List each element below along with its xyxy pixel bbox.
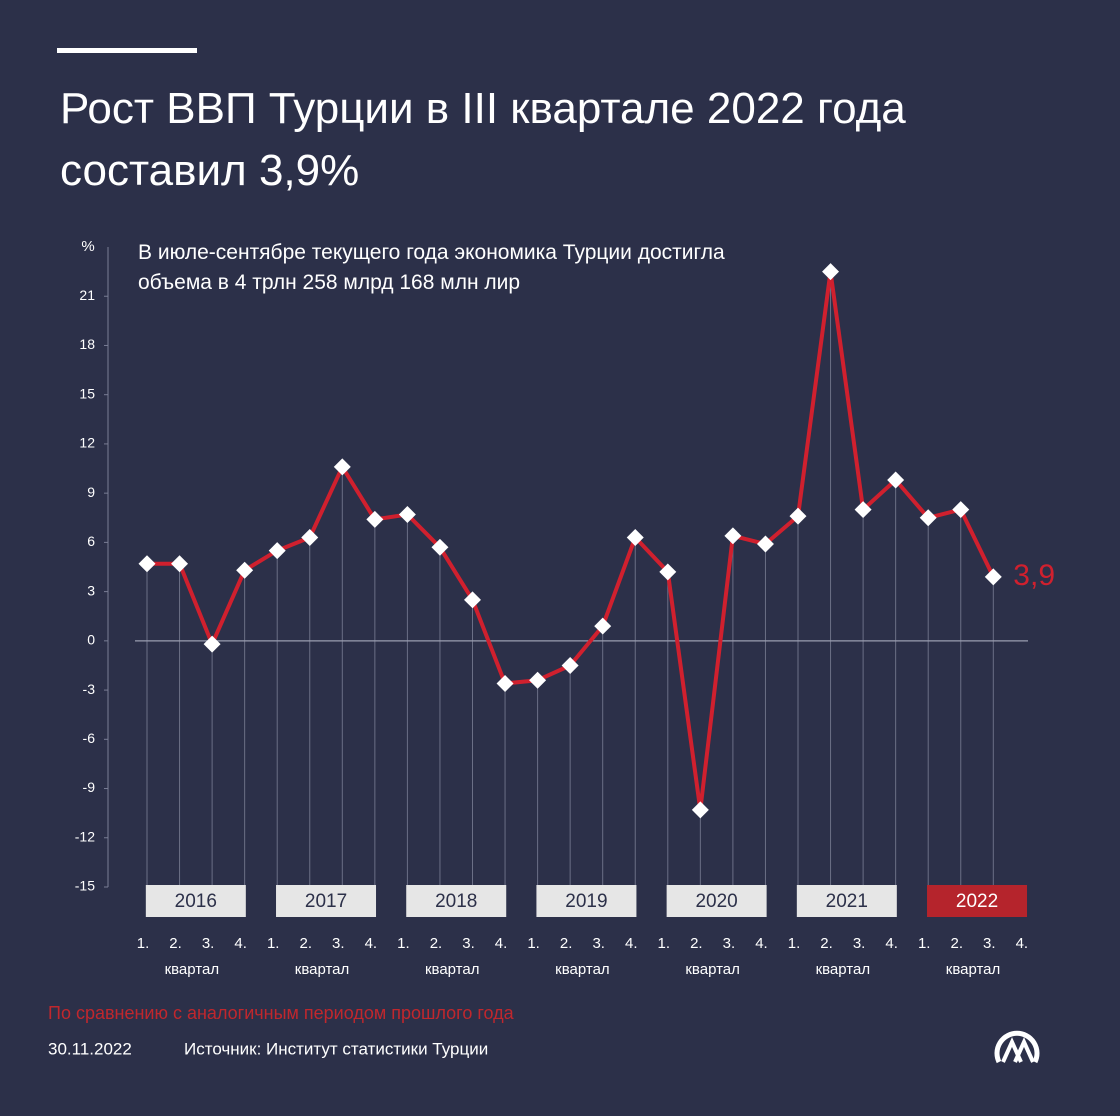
year-label: 2021: [826, 891, 868, 912]
quarter-label: 2.: [299, 935, 312, 952]
chart-subtitle: В июле-сентябре текущего года экономика …: [138, 241, 725, 294]
quarter-label: 3.: [592, 935, 605, 952]
point-marker: [398, 506, 416, 523]
quarter-label: 2.: [950, 935, 963, 952]
point-marker: [952, 501, 970, 519]
logo: [994, 1030, 1040, 1064]
year-box: [666, 885, 767, 917]
quarter-label: 4.: [755, 935, 768, 952]
quarter-word: квартал: [946, 961, 1001, 978]
quarter-label: 2.: [820, 935, 833, 952]
quarter-label: 3.: [983, 935, 996, 952]
year-label: 2022: [956, 891, 998, 912]
quarter-label: 3.: [202, 935, 215, 952]
y-tick-label: -12: [75, 828, 95, 844]
source: Источник: Институт статистики Турции: [184, 1039, 488, 1058]
year-label: 2016: [175, 891, 217, 912]
point-marker: [464, 591, 481, 609]
quarter-word: квартал: [685, 961, 740, 978]
year-label: 2018: [435, 891, 477, 912]
quarter-label: 1.: [918, 935, 931, 952]
quarter-label: 1.: [267, 935, 280, 952]
date: 30.11.2022: [48, 1039, 132, 1058]
y-tick-label: 18: [79, 336, 95, 352]
quarter-label: 2.: [560, 935, 573, 952]
quarter-label: 4.: [365, 935, 378, 952]
quarter-word: квартал: [165, 961, 220, 978]
quarter-label: 2.: [430, 935, 443, 952]
quarter-label: 1.: [137, 935, 150, 952]
point-marker: [854, 501, 872, 519]
quarter-word: квартал: [295, 961, 350, 978]
y-tick-label: 15: [79, 385, 95, 401]
point-marker: [756, 535, 774, 553]
y-unit: %: [81, 238, 94, 255]
point-marker: [594, 617, 612, 635]
quarter-label: 3.: [462, 935, 475, 952]
point-marker: [138, 555, 156, 573]
quarter-label: 2.: [690, 935, 703, 952]
quarter-label: 4.: [495, 935, 508, 952]
y-tick-label: -3: [83, 681, 96, 697]
quarter-label: 1.: [397, 935, 410, 952]
quarter-word: квартал: [555, 961, 610, 978]
y-tick-label: 21: [79, 287, 95, 303]
point-marker: [919, 509, 937, 527]
year-box: [536, 885, 637, 917]
quarter-label: 1.: [658, 935, 671, 952]
point-marker: [887, 471, 905, 489]
point-marker: [203, 635, 221, 653]
footnote: По сравнению с аналогичным периодом прош…: [48, 1003, 515, 1023]
year-label: 2017: [305, 891, 347, 912]
year-label: 2020: [695, 891, 737, 912]
year-box: [276, 885, 377, 917]
year-box: [406, 885, 507, 917]
quarter-label: 3.: [853, 935, 866, 952]
value-label: 3,9: [1013, 559, 1055, 592]
y-tick-label: 0: [87, 632, 95, 648]
y-tick-label: 3: [87, 582, 95, 598]
point-marker: [301, 528, 319, 546]
point-marker: [333, 458, 351, 476]
quarter-label: 1.: [527, 935, 540, 952]
point-marker: [691, 801, 709, 819]
y-tick-label: 9: [87, 484, 95, 500]
point-marker: [236, 561, 254, 579]
point-marker: [984, 568, 1002, 586]
year-box: [927, 885, 1028, 917]
quarter-label: 4.: [625, 935, 638, 952]
y-tick-label: -9: [83, 779, 96, 795]
quarter-label: 2.: [169, 935, 182, 952]
point-marker: [431, 538, 449, 556]
year-box: [796, 885, 897, 917]
y-tick-label: -15: [75, 878, 95, 894]
y-tick-label: -6: [83, 730, 96, 746]
quarter-label: 3.: [723, 935, 736, 952]
quarter-label: 4.: [234, 935, 247, 952]
point-marker: [561, 656, 579, 674]
point-marker: [268, 542, 286, 560]
year-box: [145, 885, 246, 917]
point-marker: [366, 510, 384, 528]
point-marker: [659, 563, 677, 581]
title-bar: [57, 48, 197, 53]
point-marker: [529, 671, 547, 689]
quarter-label: 4.: [885, 935, 898, 952]
point-marker: [822, 263, 840, 281]
point-marker: [171, 555, 189, 573]
quarter-word: квартал: [816, 961, 871, 978]
chart-title: Рост ВВП Турции в III квартале 2022 года…: [60, 84, 906, 195]
quarter-label: 3.: [332, 935, 345, 952]
y-tick-label: 12: [79, 435, 95, 451]
quarter-label: 4.: [1016, 935, 1029, 952]
year-label: 2019: [565, 891, 607, 912]
point-marker: [496, 675, 514, 692]
quarter-label: 1.: [788, 935, 801, 952]
point-marker: [626, 528, 644, 546]
y-tick-label: 6: [87, 533, 95, 549]
point-marker: [724, 527, 742, 545]
quarter-word: квартал: [425, 961, 480, 978]
